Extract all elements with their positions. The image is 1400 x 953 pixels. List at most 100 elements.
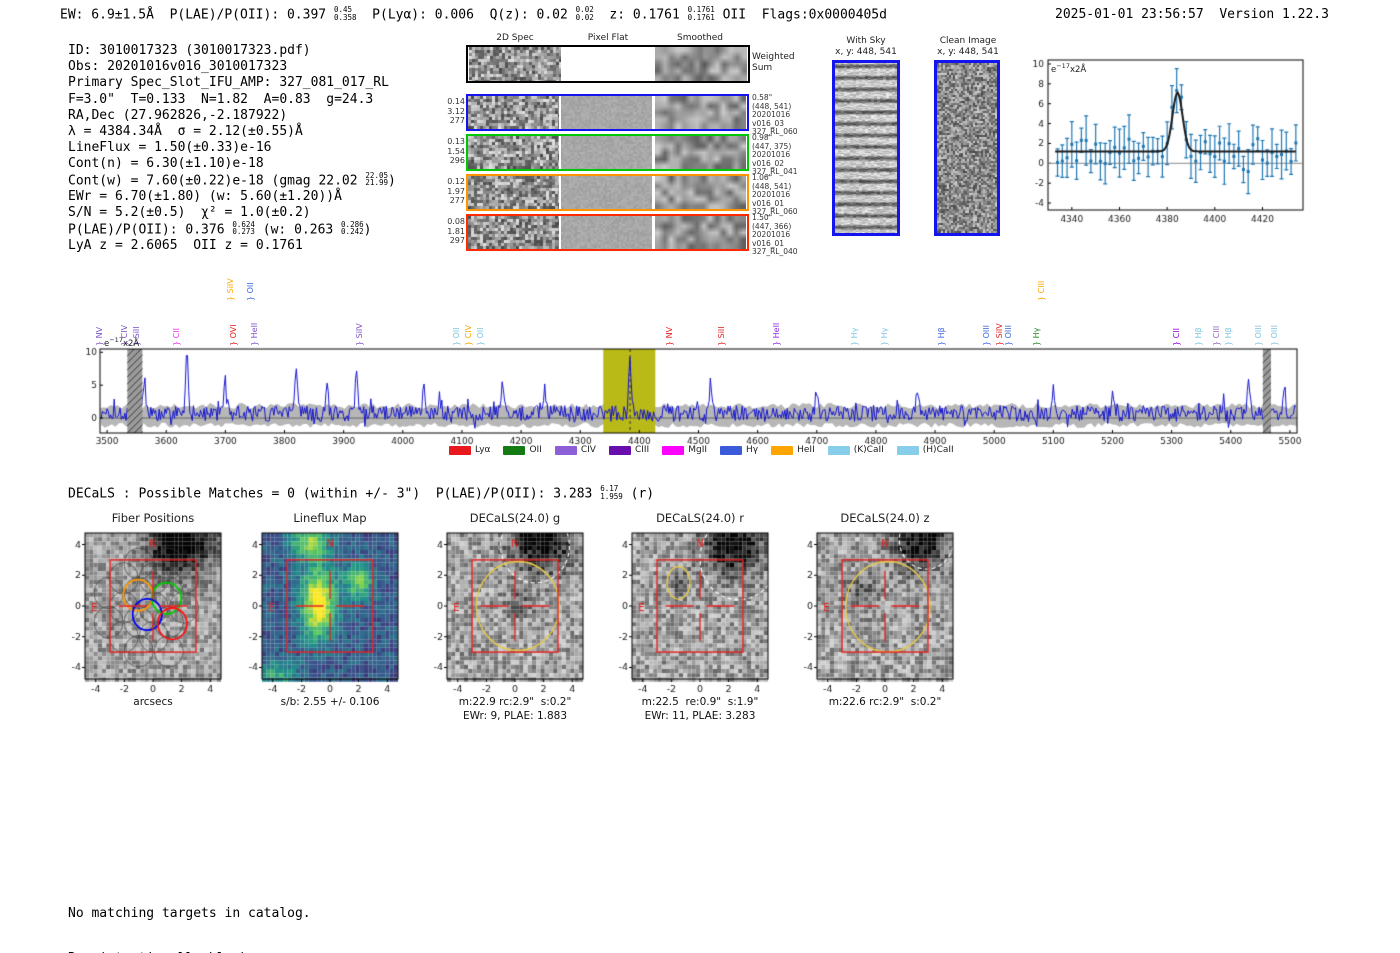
- col-title-2dspec: 2D Spec: [496, 33, 534, 43]
- text-segment: Cont(n) = 6.30(±1.10)e-18: [68, 156, 264, 172]
- info-line: RA,Dec (27.962826,-2.187922): [68, 108, 396, 124]
- legend-item-MgII: MgII: [662, 445, 707, 455]
- info-line: P(LAE)/P(OII): 0.376 0.624 0.273 (w: 0.26…: [68, 219, 396, 239]
- noise-image: [468, 216, 559, 249]
- cutout-title-2: Lineflux Map: [293, 511, 367, 525]
- text-segment: OII Flags:0x0000405d: [714, 7, 887, 23]
- info-line: Cont(w) = 7.60(±0.22)e-18 (gmag 22.02 22…: [68, 171, 396, 190]
- frac-lower: 0.273: [232, 227, 255, 237]
- legend-item-(K)CaII: (K)CaII: [827, 445, 884, 455]
- legend-label: CIII: [634, 445, 650, 455]
- legend-label: Hγ: [746, 445, 759, 455]
- weighted-smoothed-image: [655, 47, 747, 81]
- legend-item-OII: OII: [503, 445, 542, 455]
- footer-line-1: No matching targets in catalog.: [68, 906, 311, 921]
- noise-image: [468, 96, 559, 129]
- frac-upper: 0.45: [333, 5, 352, 14]
- cutout-title-1: Fiber Positions: [111, 511, 195, 525]
- text-segment: P(Lyα): 0.006 Q(z): 0.02: [356, 7, 576, 23]
- legend-label: HeII: [797, 445, 815, 455]
- weighted-sum-label-line: Weighted: [752, 52, 795, 62]
- text-segment: (r): [622, 486, 655, 502]
- text-segment: ): [388, 172, 396, 188]
- footer-line-2: Row intentionally blank.: [68, 951, 311, 953]
- cutout-caption-2: s/b: 2.55 +/- 0.106: [280, 696, 380, 708]
- text-segment: DECaLS : Possible Matches = 0 (within +/…: [68, 486, 601, 502]
- text-segment: S/N = 5.2(±0.5) χ² = 1.0(±0.2): [68, 205, 311, 221]
- fiber-row-right-labels: 0.98" (447, 375) 20201016 v016_02 327_RL…: [752, 133, 798, 176]
- cutout-caption-4: m:22.5 re:0.9" s:1.9": [641, 696, 759, 708]
- info-line: LineFlux = 1.50(±0.33)e-16: [68, 140, 396, 156]
- text-segment: Obs: 20201016v016_3010017323: [68, 59, 288, 75]
- stacked-uncertainty: 0.1761 0.1761: [688, 6, 715, 22]
- frac-lower: 21.99: [365, 178, 388, 188]
- spectrum-units-annotation: e−17x2Å: [104, 336, 140, 349]
- legend-label: MgII: [688, 445, 708, 455]
- frac-lower: 0.02: [575, 12, 594, 22]
- frac-upper: 0.624: [232, 219, 255, 229]
- cutout-image-2: [232, 527, 404, 697]
- text-segment: (w: 0.263: [254, 221, 342, 237]
- info-line: F=3.0" T=0.133 N=1.82 A=0.83 g=24.3: [68, 92, 396, 108]
- frac-upper: 0.286: [341, 219, 364, 229]
- legend-label: Lyα: [475, 445, 491, 455]
- legend-swatch: [554, 445, 577, 455]
- clean-coords: x, y: 448, 541: [937, 47, 999, 57]
- frac-lower: 1.959: [600, 491, 623, 501]
- text-segment: z: 0.1761: [593, 7, 688, 23]
- info-line: LyA z = 2.6065 OII z = 0.1761: [68, 238, 396, 254]
- weighted-sum-label: Weighted Sum: [752, 52, 795, 74]
- frac-upper: 6.17: [600, 484, 619, 493]
- frac-lower: 0.242: [341, 227, 364, 237]
- text-segment: LineFlux = 1.50(±0.33)e-16: [68, 140, 272, 156]
- info-line: Cont(n) = 6.30(±1.10)e-18: [68, 156, 396, 172]
- frac-lower: 0.358: [333, 12, 357, 22]
- legend-swatch: [503, 445, 526, 455]
- flat-image: [561, 96, 652, 129]
- legend-swatch: [771, 445, 794, 455]
- line-fit-plot: [1028, 48, 1320, 230]
- text-segment: P(LAE)/P(OII): 0.376: [68, 221, 233, 237]
- cutout-caption-5: m:22.6 rc:2.9" s:0.2": [828, 696, 942, 708]
- withsky-panel: [832, 60, 900, 236]
- cutout-image-5: [787, 527, 959, 697]
- fiber-row: 0.12 1.97 277 1.06" (448, 541) 20201016 v…: [447, 173, 797, 215]
- weighted-2dspec-image: [469, 47, 561, 81]
- full-spectrum-plot: [86, 332, 1312, 462]
- withsky-title-text: With Sky: [846, 36, 886, 46]
- text-segment: F=3.0" T=0.133 N=1.82 A=0.83 g=24.3: [68, 91, 374, 107]
- withsky-image: [835, 63, 897, 233]
- fiber-row: 0.08 1.81 297 1.50" (447, 366) 20201016 v…: [447, 213, 797, 255]
- legend-label: (H)CaII: [922, 445, 954, 455]
- smooth-image: [655, 96, 746, 129]
- legend-swatch: [827, 445, 850, 455]
- clean-title: Clean Image x, y: 448, 541: [922, 36, 1014, 58]
- cutout-image-1: [55, 527, 227, 697]
- stacked-uncertainty: 0.624 0.273: [232, 219, 255, 237]
- legend-label: (K)CaII: [853, 445, 884, 455]
- noise-image: [468, 176, 559, 209]
- detection-info-block: ID: 3010017323 (3010017323.pdf) Obs: 2020…: [68, 43, 396, 254]
- info-line: S/N = 5.2(±0.5) χ² = 1.0(±0.2): [68, 205, 396, 221]
- legend-item-(H)CaII: (H)CaII: [896, 445, 954, 455]
- legend-item-Hγ: Hγ: [720, 445, 758, 455]
- line-label-CIII: } CIII: [1037, 280, 1047, 301]
- line-label-OII: } OII: [245, 282, 255, 301]
- flat-image: [561, 216, 652, 249]
- stacked-uncertainty: 22.05 21.99: [365, 171, 388, 188]
- cutout-title-4: DECaLS(24.0) r: [656, 511, 744, 525]
- smooth-image: [655, 176, 746, 209]
- smooth-image: [655, 216, 746, 249]
- stacked-uncertainty: 0.45 0.358: [334, 6, 357, 22]
- cutout-caption-3: m:22.9 rc:2.9" s:0.2": [458, 696, 572, 708]
- fiber-row-left-labels: 0.08 1.81 297: [447, 217, 465, 245]
- text-segment: EWr = 6.70(±1.80) (w: 5.60(±1.20))Å: [68, 189, 342, 205]
- text-segment: Primary Spec_Slot_IFU_AMP: 327_081_017_R…: [68, 75, 389, 91]
- withsky-title: With Sky x, y: 448, 541: [820, 36, 912, 58]
- info-line: ID: 3010017323 (3010017323.pdf): [68, 43, 396, 59]
- clean-title-text: Clean Image: [939, 36, 997, 46]
- spectrum-legend: Lyα OII CIV CIII MgII Hγ HeII (K)CaII (H)CaII: [449, 445, 954, 455]
- cutout-caption2-3: EWr: 9, PLAE: 1.883: [462, 710, 568, 722]
- col-title-pixelflat: Pixel Flat: [587, 33, 629, 43]
